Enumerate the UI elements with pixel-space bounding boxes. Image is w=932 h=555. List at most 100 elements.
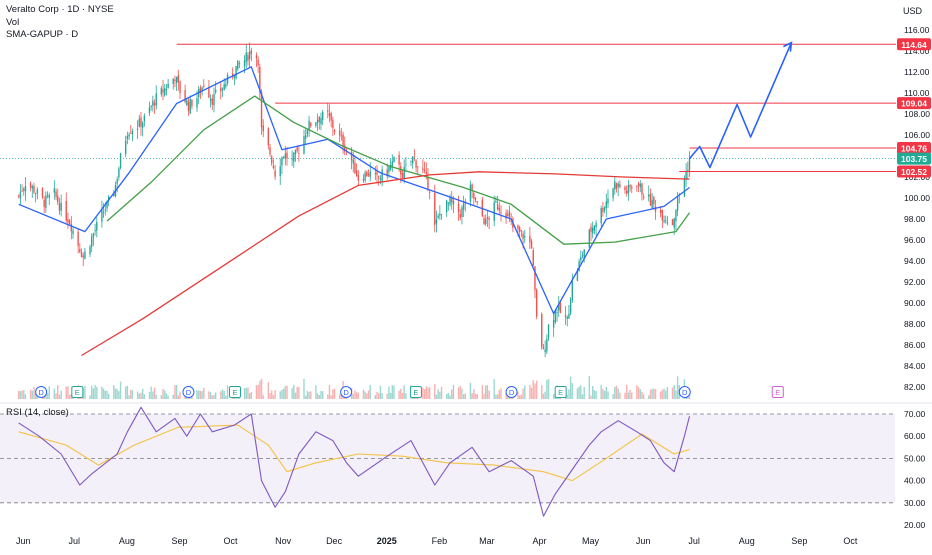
rsi-tick-label: 50.00 — [904, 453, 926, 463]
indicator-legend[interactable]: SMA-GAPUP · D — [6, 29, 79, 40]
earnings-marker-icon[interactable] — [409, 386, 422, 398]
candle-body — [583, 249, 585, 259]
candle-body — [272, 165, 275, 168]
volume-bar — [248, 393, 251, 399]
candle-body — [17, 195, 20, 197]
candle-body — [231, 73, 234, 76]
candle-body — [104, 209, 106, 211]
event-marker-letter: D — [509, 388, 515, 397]
currency-label[interactable]: USD — [902, 6, 922, 16]
volume-bar — [552, 393, 555, 399]
symbol-title[interactable]: Veralto Corp · 1D · NYSE — [6, 4, 114, 15]
dividend-marker-icon[interactable] — [35, 386, 48, 398]
candle-body — [676, 196, 679, 211]
candle-body — [592, 227, 594, 234]
rsi-legend[interactable]: RSI (14, close) — [6, 407, 69, 418]
candle-body — [641, 183, 643, 195]
candle-body — [21, 190, 23, 192]
earnings-upcoming-marker-icon[interactable] — [771, 386, 784, 398]
candle-body — [556, 311, 558, 313]
candle-body — [220, 87, 222, 92]
candle-body — [648, 194, 650, 197]
candle-body — [603, 207, 606, 210]
time-axis-label: Oct — [843, 536, 858, 546]
volume-bar — [352, 393, 354, 399]
dividend-marker-icon[interactable] — [340, 386, 353, 398]
volume-legend[interactable]: Vol — [6, 16, 20, 28]
volume-bar — [376, 391, 378, 399]
volume-bar — [201, 391, 203, 399]
candle-body — [124, 140, 127, 155]
event-marker-letter: D — [186, 388, 192, 397]
candle-body — [179, 81, 181, 94]
candle-body — [476, 201, 478, 203]
volume-bar — [544, 391, 546, 399]
candle-body — [654, 206, 657, 212]
volume-bar — [140, 392, 142, 399]
volume-bar — [130, 389, 132, 399]
candle-body — [354, 162, 356, 174]
candle-body — [57, 195, 59, 203]
candle-body — [223, 84, 225, 90]
earnings-marker-icon[interactable] — [228, 386, 241, 398]
price-label-text: 114.64 — [901, 40, 927, 50]
candle-body — [267, 128, 270, 146]
volume-bar — [304, 395, 307, 399]
candle-body — [119, 153, 122, 168]
volume-bar — [401, 392, 404, 399]
volume-bar — [440, 386, 443, 399]
volume-bar — [23, 390, 25, 399]
dividend-marker-icon[interactable] — [182, 386, 195, 398]
volume-bar — [92, 388, 95, 399]
volume-bar — [96, 387, 98, 399]
volume-bar — [524, 385, 526, 399]
volume-bar — [114, 388, 117, 399]
candle-body — [393, 156, 395, 162]
candle-body — [79, 249, 81, 253]
candle-body — [186, 100, 188, 106]
candle-body — [91, 236, 93, 247]
candle-body — [177, 75, 180, 82]
earnings-marker-icon[interactable] — [71, 386, 84, 398]
earnings-marker-icon[interactable] — [554, 386, 567, 398]
candle-body — [568, 313, 570, 319]
volume-bar — [296, 386, 298, 399]
candle-body — [72, 230, 74, 235]
candle-body — [661, 209, 664, 221]
volume-bar — [281, 389, 283, 399]
candle-body — [293, 152, 295, 162]
candle-body — [155, 93, 157, 106]
volume-bar — [452, 384, 455, 399]
candle-body — [233, 75, 236, 79]
candle-body — [247, 54, 249, 61]
event-marker-letter: E — [413, 388, 418, 397]
volume-bar — [569, 376, 572, 399]
candle-body — [378, 176, 380, 178]
volume-bar — [581, 394, 584, 399]
candle-body — [369, 171, 371, 177]
volume-bar — [434, 384, 436, 399]
volume-bar — [226, 385, 229, 399]
time-axis-label: Jul — [68, 536, 80, 546]
candle-body — [625, 190, 628, 194]
volume-bar — [262, 395, 264, 399]
dividend-marker-icon[interactable] — [505, 386, 518, 398]
candle-body — [269, 147, 271, 155]
volume-bar — [378, 393, 380, 399]
volume-bar — [568, 389, 570, 399]
dividend-marker-icon[interactable] — [678, 386, 691, 398]
candle-body — [118, 168, 120, 178]
volume-bar — [666, 387, 669, 399]
sma-fast-line — [18, 66, 690, 315]
candle-body — [43, 199, 45, 207]
candle-body — [473, 193, 475, 199]
candle-body — [617, 183, 619, 187]
candle-body — [24, 185, 27, 192]
volume-bar — [488, 390, 490, 399]
time-axis-label: Apr — [533, 536, 547, 546]
volume-bar — [449, 395, 451, 399]
candle-body — [422, 168, 424, 170]
candle-body — [250, 50, 253, 54]
price-label-box — [897, 142, 931, 155]
candle-body — [282, 156, 285, 158]
